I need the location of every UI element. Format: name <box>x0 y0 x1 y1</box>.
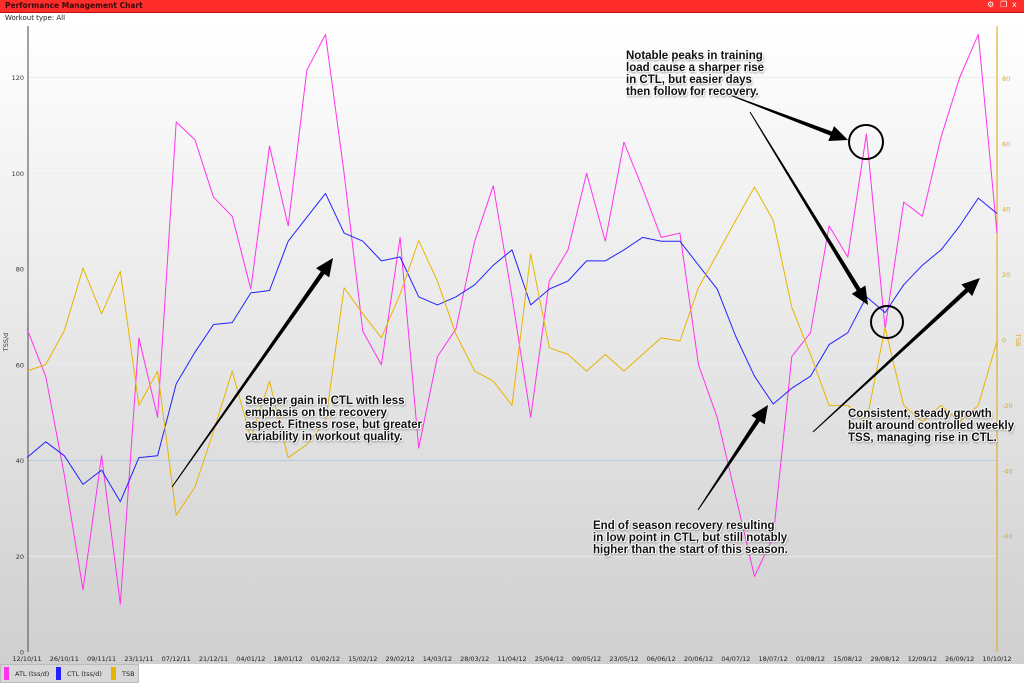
x-tick-label: 29/02/12 <box>385 655 414 663</box>
x-tick-label: 20/06/12 <box>684 655 713 663</box>
y2-tick-label: -40 <box>1002 467 1013 475</box>
y2-tick-label: 60 <box>1002 140 1010 148</box>
x-tick-label: 06/06/12 <box>647 655 676 663</box>
legend: ATL (tss/d) CTL (tss/d) TSB <box>0 664 139 683</box>
x-tick-label: 26/10/11 <box>50 655 79 663</box>
y-axis-label: TSS/d <box>2 333 10 353</box>
x-tick-label: 15/02/12 <box>348 655 377 663</box>
title-bar: Performance Management Chart ⚙ ❐ x <box>0 0 1024 13</box>
x-tick-label: 12/10/11 <box>12 655 41 663</box>
x-tick-label: 11/04/12 <box>497 655 526 663</box>
highlight-circle-dip <box>870 305 904 339</box>
y2-tick-label: -60 <box>1002 533 1013 541</box>
annotation-arrow <box>749 111 868 305</box>
y-tick-label: 0 <box>20 649 24 657</box>
x-tick-label: 01/02/12 <box>311 655 340 663</box>
y2-axis-label: TSB <box>1014 333 1022 347</box>
x-tick-label: 18/01/12 <box>274 655 303 663</box>
x-tick-label: 18/07/12 <box>759 655 788 663</box>
y2-tick-label: -20 <box>1002 402 1013 410</box>
y-tick-label: 60 <box>16 361 24 369</box>
x-tick-label: 23/11/11 <box>124 655 153 663</box>
y2-tick-label: 0 <box>1002 337 1006 345</box>
y-tick-label: 120 <box>12 74 24 82</box>
series-line-ctl <box>26 192 998 503</box>
y-tick-label: 80 <box>16 266 24 274</box>
close-icon[interactable]: x <box>1012 0 1017 9</box>
y-tick-label: 40 <box>16 457 24 465</box>
legend-item-atl[interactable]: ATL (tss/d) <box>4 665 49 682</box>
y2-tick-label: 40 <box>1002 206 1010 214</box>
legend-label: ATL (tss/d) <box>15 669 50 678</box>
legend-item-ctl[interactable]: CTL (tss/d) <box>56 665 102 682</box>
x-tick-label: 21/12/11 <box>199 655 228 663</box>
x-tick-label: 10/10/12 <box>982 655 1011 663</box>
x-tick-label: 09/05/12 <box>572 655 601 663</box>
x-tick-label: 04/07/12 <box>721 655 750 663</box>
y-tick-label: 100 <box>12 170 24 178</box>
series-line-atl <box>26 33 998 605</box>
series-line-tsb <box>26 186 998 516</box>
plot-background <box>0 22 1024 664</box>
annotation-steeper-gain: Steeper gain in CTL with less emphasis o… <box>245 395 423 443</box>
gear-icon[interactable]: ⚙ <box>987 0 995 9</box>
restore-icon[interactable]: ❐ <box>1000 0 1008 9</box>
x-tick-label: 26/09/12 <box>945 655 974 663</box>
x-tick-label: 25/04/12 <box>535 655 564 663</box>
annotation-arrow <box>812 278 980 433</box>
legend-label: CTL (tss/d) <box>67 669 102 678</box>
annotation-end-of-season: End of season recovery resulting in low … <box>593 520 788 556</box>
annotation-notable-peaks: Notable peaks in training load cause a s… <box>626 50 765 98</box>
annotation-arrow <box>171 258 333 488</box>
x-tick-label: 01/08/12 <box>796 655 825 663</box>
highlight-circle-peak <box>848 124 884 160</box>
workout-type-filter[interactable]: Workout type: All <box>5 14 66 22</box>
y2-tick-label: 80 <box>1002 75 1010 83</box>
window-title: Performance Management Chart <box>5 1 143 10</box>
x-tick-label: 12/09/12 <box>908 655 937 663</box>
x-tick-label: 14/03/12 <box>423 655 452 663</box>
x-tick-label: 29/08/12 <box>870 655 899 663</box>
legend-swatch <box>4 667 9 680</box>
x-tick-label: 28/03/12 <box>460 655 489 663</box>
legend-swatch <box>56 667 61 680</box>
legend-item-tsb[interactable]: TSB <box>111 665 135 682</box>
y-tick-label: 20 <box>16 553 24 561</box>
x-tick-label: 04/01/12 <box>236 655 265 663</box>
legend-swatch <box>111 667 116 680</box>
annotation-consistent-growth: Consistent, steady growth built around c… <box>848 408 1015 444</box>
performance-chart: 0 20 40 60 80 100 120 -60 -40 -20 0 20 40 60 80 TSS/d TS… <box>0 22 1024 664</box>
x-tick-label: 23/05/12 <box>609 655 638 663</box>
annotation-arrow <box>729 94 848 142</box>
x-tick-label: 07/12/11 <box>162 655 191 663</box>
x-tick-label: 09/11/11 <box>87 655 116 663</box>
x-tick-label: 15/08/12 <box>833 655 862 663</box>
y2-tick-label: 20 <box>1002 271 1010 279</box>
annotation-arrow <box>697 405 768 511</box>
legend-label: TSB <box>122 669 135 678</box>
